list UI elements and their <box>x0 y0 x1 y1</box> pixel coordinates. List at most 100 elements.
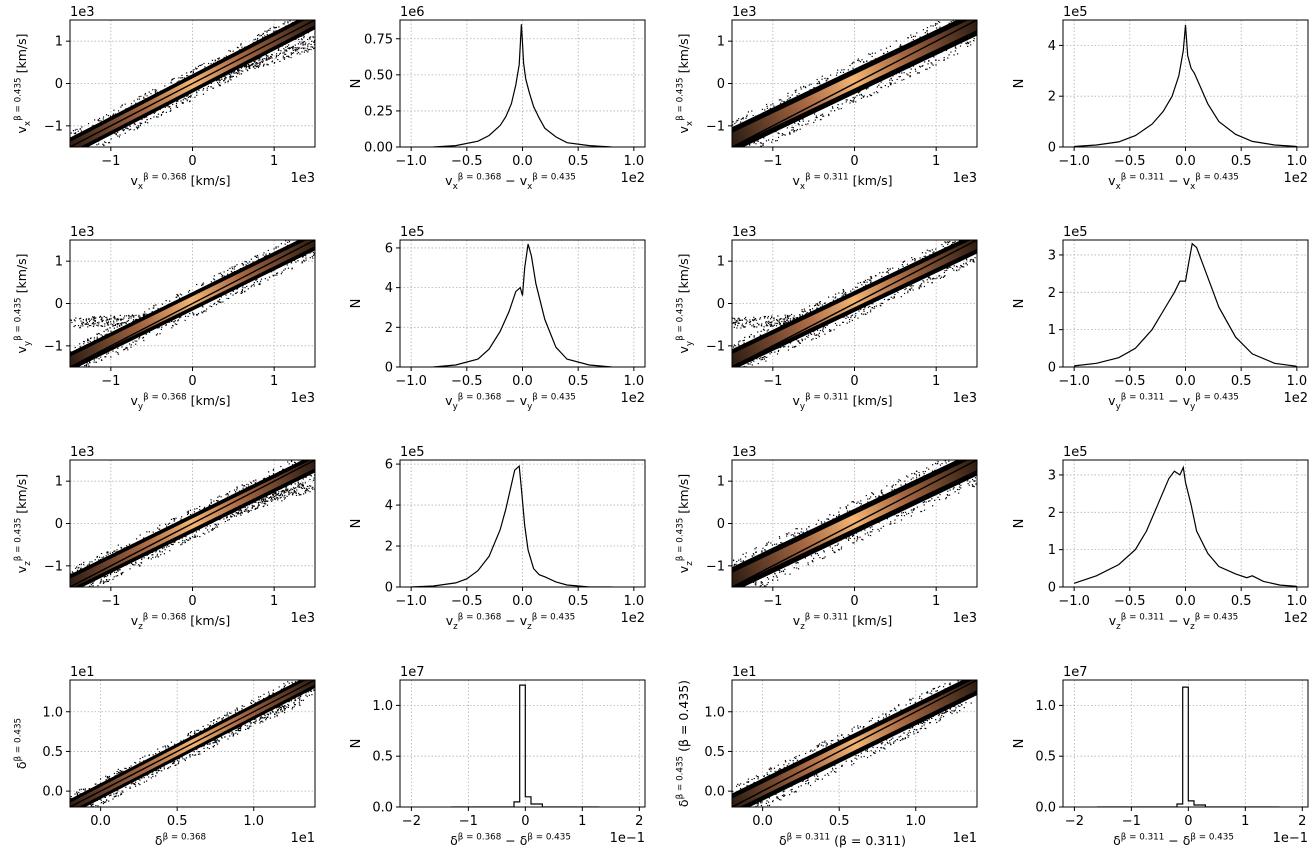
scatter-point <box>903 72 905 74</box>
scatter-point <box>312 251 315 253</box>
scatter-point <box>175 104 177 106</box>
scatter-point <box>735 374 736 375</box>
scatter-point <box>87 363 89 365</box>
scatter-point <box>781 133 784 135</box>
scatter-point <box>275 55 278 57</box>
scatter-point <box>784 134 786 136</box>
scatter-point <box>295 261 297 263</box>
scatter-point <box>771 325 773 327</box>
scatter-point <box>965 263 967 265</box>
scatter-point <box>935 59 937 61</box>
scatter-point <box>958 240 961 242</box>
scatter-point <box>98 559 100 561</box>
scatter-point <box>952 16 953 17</box>
scatter-point <box>302 47 305 50</box>
scatter-point <box>225 55 227 57</box>
scatter-point <box>770 321 772 323</box>
scatter-point <box>842 291 845 293</box>
scatter-point <box>757 331 759 333</box>
scatter-point <box>286 45 289 48</box>
scatter-point <box>756 358 758 360</box>
scatter-point <box>917 72 919 74</box>
scatter-point <box>168 106 170 108</box>
scatter-point <box>298 47 300 50</box>
scatter-point <box>245 65 248 67</box>
scatter-point <box>773 324 776 326</box>
scatter-point <box>227 81 229 83</box>
scatter-point <box>733 376 734 377</box>
scatter-point <box>254 38 257 40</box>
scatter-point <box>914 258 916 260</box>
scatter-point <box>277 54 279 57</box>
scatter-point <box>753 320 755 322</box>
scatter-point <box>147 122 149 124</box>
plot-area <box>70 20 315 147</box>
scatter-point <box>231 268 234 270</box>
scatter-point <box>211 59 214 61</box>
scatter-point <box>973 37 975 40</box>
scatter-point <box>300 38 303 40</box>
scatter-point <box>762 144 764 146</box>
scatter-point <box>819 119 822 121</box>
scatter-point <box>854 315 857 317</box>
scatter-point <box>859 61 862 63</box>
scatter-point <box>742 117 744 119</box>
scatter-point <box>98 321 100 323</box>
scatter-point <box>839 324 841 326</box>
scatter-point <box>818 301 821 303</box>
scatter-point <box>256 63 258 65</box>
scatter-point <box>206 89 208 91</box>
scatter-point <box>879 272 881 274</box>
scatter-point <box>116 320 118 322</box>
scatter-point <box>290 261 292 264</box>
scatter-point <box>963 263 965 265</box>
scatter-point <box>766 323 768 325</box>
scatter-point <box>262 60 264 62</box>
scatter-point <box>242 285 244 287</box>
scatter-point <box>99 316 101 318</box>
scatter-point <box>954 46 957 48</box>
scatter-point <box>242 70 244 72</box>
scatter-point <box>256 281 258 283</box>
scatter-point <box>914 68 916 70</box>
scatter-point <box>842 294 844 296</box>
scatter-point <box>856 286 858 288</box>
scatter-point <box>91 323 93 325</box>
scatter-point <box>74 320 76 322</box>
scatter-point <box>165 111 167 114</box>
y-tick-label: 0 <box>717 77 725 92</box>
scatter-point <box>954 240 956 243</box>
scatter-point <box>860 313 863 315</box>
scatter-point <box>926 68 928 70</box>
scatter-point <box>103 141 106 143</box>
scatter-point <box>813 331 815 333</box>
scatter-point <box>732 317 734 319</box>
scatter-point <box>806 335 808 338</box>
scatter-point <box>160 554 162 556</box>
scatter-point <box>801 310 803 313</box>
scatter-point <box>313 41 315 43</box>
scatter-point <box>290 57 292 59</box>
scatter-point <box>190 513 192 516</box>
scatter-point <box>88 324 90 327</box>
scatter-point <box>272 473 275 475</box>
scatter-point <box>843 316 845 318</box>
scatter-point <box>224 78 226 80</box>
scatter-point <box>741 323 743 325</box>
scatter-point <box>269 27 271 29</box>
scatter-point <box>97 119 99 121</box>
scatter-point <box>93 319 95 321</box>
scatter-point <box>287 267 290 269</box>
scatter-point <box>909 289 911 291</box>
scatter-point <box>190 71 192 73</box>
scatter-point <box>96 324 98 326</box>
scatter-point <box>309 36 311 38</box>
scatter-point <box>819 301 821 303</box>
scatter-point <box>98 117 101 120</box>
scatter-point <box>171 79 173 81</box>
scatter-point <box>791 129 793 131</box>
scatter-point <box>732 322 734 324</box>
scatter-point <box>313 47 315 49</box>
scatter-point <box>181 537 183 539</box>
scatter-point <box>943 271 945 274</box>
